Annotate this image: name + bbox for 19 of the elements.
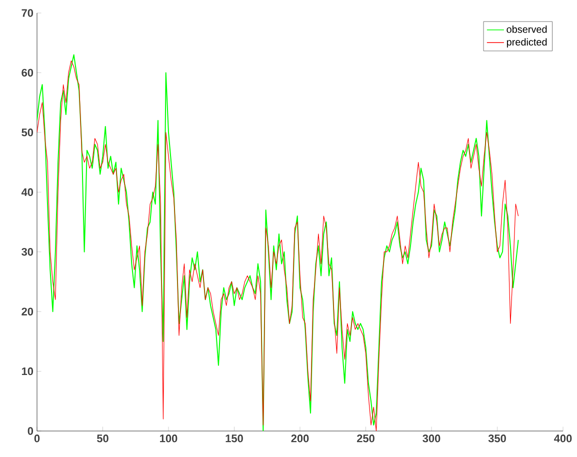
y-tick-label: 40 — [21, 188, 34, 196]
y-tick-label: 30 — [22, 248, 34, 256]
x-tick-label: 150 — [226, 434, 243, 442]
x-tick-label: 100 — [160, 434, 178, 442]
x-tick-label: 250 — [356, 434, 374, 442]
x-tick-label: 300 — [422, 434, 440, 442]
x-tick-label: 200 — [291, 434, 309, 442]
y-tick-label: 0 — [28, 427, 34, 435]
x-tick-label: 50 — [97, 434, 108, 442]
legend-label: observed — [506, 26, 547, 33]
x-tick-label: 400 — [554, 434, 572, 442]
y-tick-label: 60 — [22, 68, 34, 77]
x-tick-label: 0 — [34, 434, 40, 442]
x-tick-label: 350 — [488, 434, 506, 442]
y-tick-label: 20 — [22, 308, 34, 316]
y-tick-label: 50 — [22, 128, 34, 136]
y-tick-label: 70 — [22, 9, 34, 17]
legend-label: predicted — [506, 38, 547, 48]
y-tick-label: 10 — [22, 367, 34, 376]
